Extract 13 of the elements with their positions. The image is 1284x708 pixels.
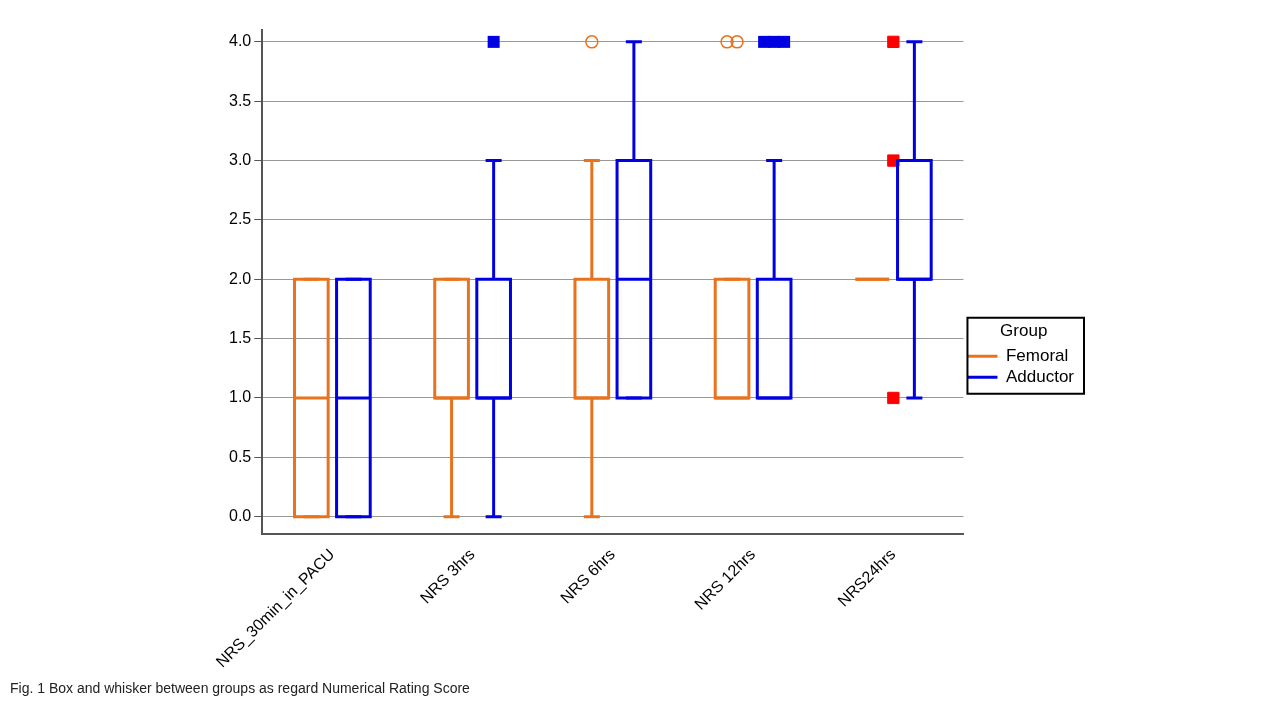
y-tick-label: 1.5 (228, 329, 252, 347)
legend-title: Group (1000, 321, 1048, 341)
y-tick-label: 3.0 (228, 150, 252, 168)
y-tick-label: 2.5 (228, 210, 252, 228)
y-tick-label: 4.0 (228, 32, 252, 50)
y-tick-label: 3.5 (228, 91, 252, 109)
y-tick-label: 0.0 (228, 507, 252, 525)
legend-label: Femoral (1005, 345, 1069, 365)
y-tick-label: 2.0 (228, 269, 252, 287)
caption: Fig. 1 Box and whisker between groups as regard Numerical Rating Score (10, 680, 470, 696)
y-tick-label: 0.5 (228, 447, 252, 465)
legend-label: Adductor (1005, 366, 1075, 386)
y-tick-label: 1.0 (228, 388, 252, 406)
